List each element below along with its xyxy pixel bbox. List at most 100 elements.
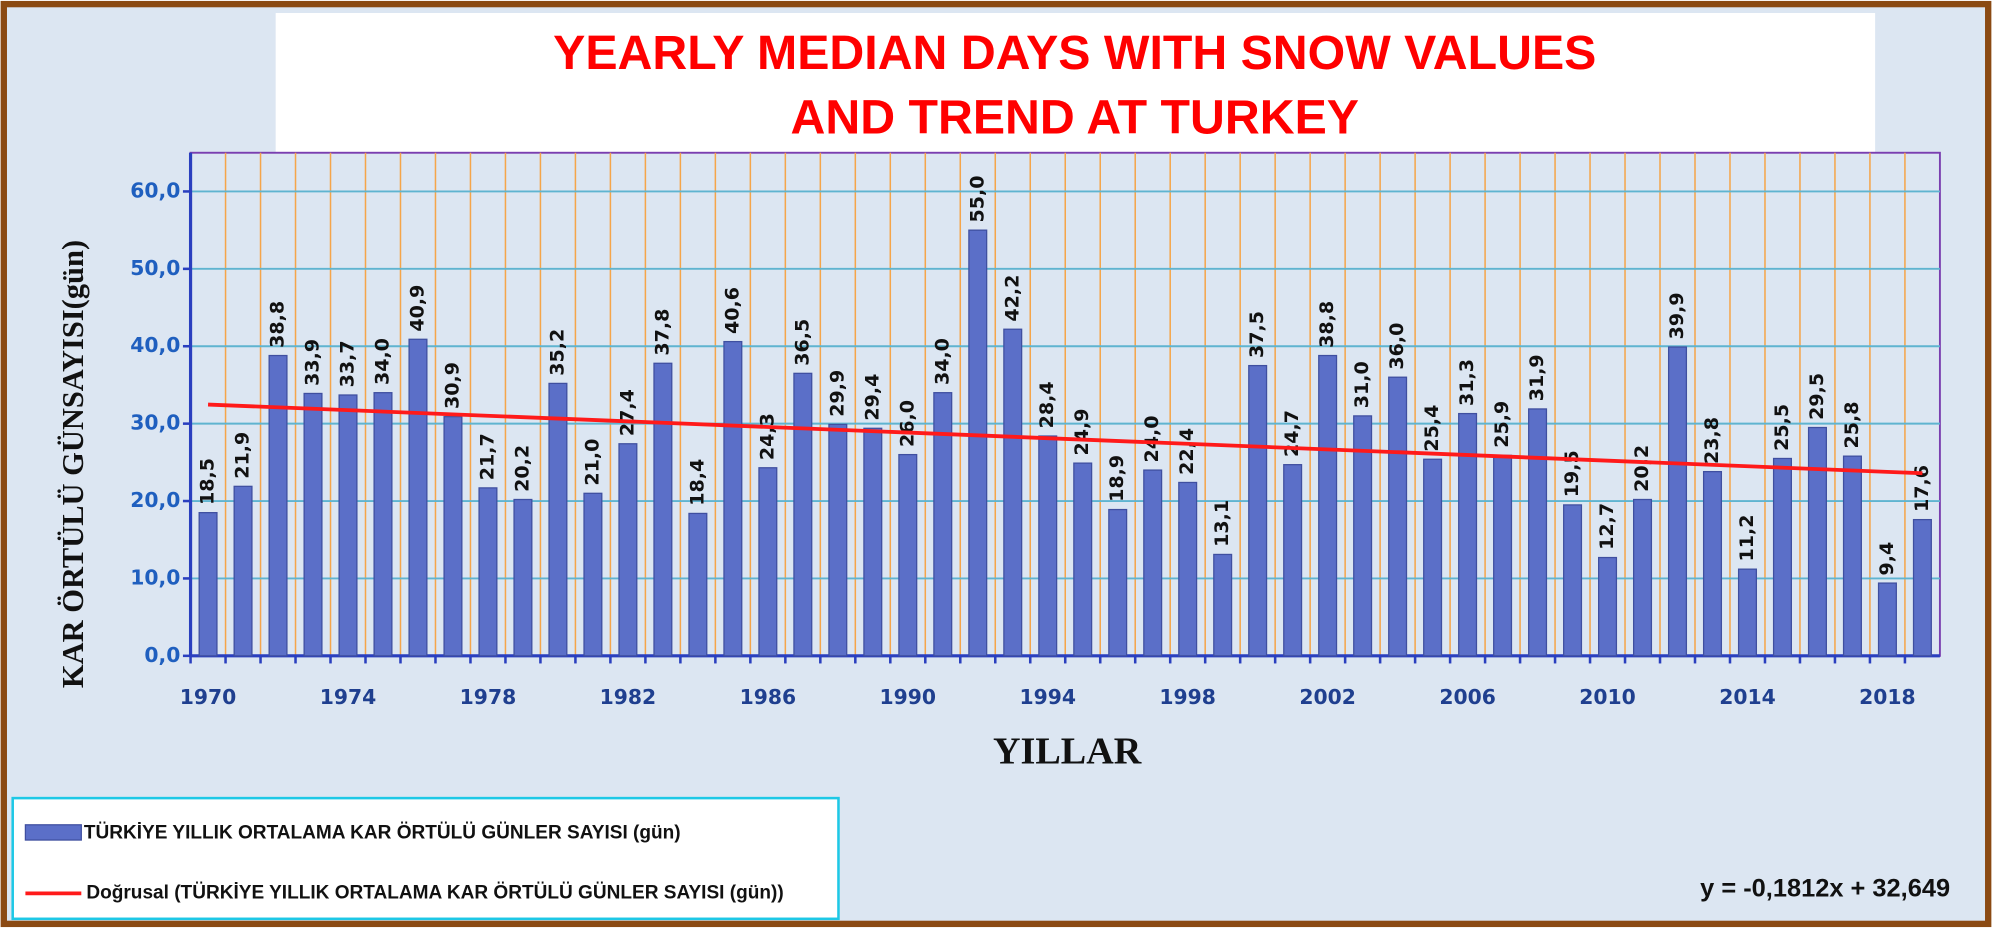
x-tick-label: 2002 xyxy=(1299,685,1356,709)
bar xyxy=(1528,408,1548,657)
x-tick-label: 1986 xyxy=(740,685,797,709)
value-label: 38,8 xyxy=(1316,301,1338,348)
x-tick-label: 2014 xyxy=(1719,685,1776,709)
value-label: 27,4 xyxy=(616,389,638,436)
bar xyxy=(198,512,218,657)
bar xyxy=(1318,354,1338,657)
bar xyxy=(478,487,498,657)
value-label: 21,9 xyxy=(232,432,254,479)
bar xyxy=(1563,504,1583,657)
value-label: 31,9 xyxy=(1526,354,1548,401)
value-label: 9,4 xyxy=(1876,542,1898,576)
bar xyxy=(1213,553,1233,657)
value-label: 29,5 xyxy=(1806,373,1828,420)
value-label: 12,7 xyxy=(1596,503,1618,550)
chart-title: AND TREND AT TURKEY xyxy=(791,91,1359,145)
bar xyxy=(268,354,288,657)
bar xyxy=(1632,498,1653,657)
bar xyxy=(1143,469,1163,657)
bar xyxy=(303,392,323,657)
bar xyxy=(233,485,253,657)
bar xyxy=(1807,426,1827,657)
value-label: 34,0 xyxy=(371,338,393,385)
bar xyxy=(1842,455,1862,657)
bar xyxy=(1353,415,1373,657)
value-label: 40,6 xyxy=(721,287,743,334)
x-axis-label: YILLAR xyxy=(993,731,1142,773)
y-tick-label: 40,0 xyxy=(130,333,180,357)
trend-equation: y = -0,1812x + 32,649 xyxy=(1700,874,1950,902)
bar xyxy=(793,372,813,657)
y-tick-label: 50,0 xyxy=(130,256,180,280)
value-label: 18,4 xyxy=(686,459,708,506)
trend-line xyxy=(207,402,1923,476)
legend-label: TÜRKİYE YILLIK ORTALAMA KAR ÖRTÜLÜ GÜNLE… xyxy=(84,823,681,844)
bar xyxy=(1702,470,1723,657)
x-tick-label: 1990 xyxy=(880,685,937,709)
value-label: 38,8 xyxy=(267,301,289,348)
value-label: 36,5 xyxy=(791,319,813,366)
bar xyxy=(653,362,673,657)
bar xyxy=(443,416,463,657)
x-tick-label: 1994 xyxy=(1019,685,1076,709)
x-tick-label: 2018 xyxy=(1859,685,1916,709)
bar xyxy=(1423,458,1443,657)
value-label: 23,8 xyxy=(1701,417,1723,464)
y-tick-label: 0,0 xyxy=(144,643,180,667)
value-label: 39,9 xyxy=(1666,292,1688,339)
bar xyxy=(688,512,708,657)
value-label: 25,4 xyxy=(1421,405,1443,452)
value-label: 28,4 xyxy=(1036,381,1058,428)
x-tick-label: 1974 xyxy=(320,685,377,709)
bar xyxy=(1388,376,1408,657)
value-label: 29,9 xyxy=(826,370,848,417)
bar xyxy=(968,229,988,657)
x-tick-label: 1970 xyxy=(180,685,237,709)
value-label: 25,9 xyxy=(1491,401,1513,448)
x-tick-label: 2010 xyxy=(1579,685,1636,709)
legend-label: Doğrusal (TÜRKİYE YILLIK ORTALAMA KAR ÖR… xyxy=(86,882,783,903)
value-label: 37,5 xyxy=(1246,311,1268,358)
bar xyxy=(513,498,533,657)
value-label: 34,0 xyxy=(931,338,953,385)
bar xyxy=(933,392,953,657)
value-label: 26,0 xyxy=(896,400,918,447)
value-label: 19,5 xyxy=(1561,450,1583,497)
bar xyxy=(1108,508,1128,657)
bar xyxy=(1493,454,1513,657)
y-tick-label: 10,0 xyxy=(130,565,180,589)
bar xyxy=(1772,457,1792,657)
bar xyxy=(1073,462,1093,657)
value-label: 33,7 xyxy=(337,340,359,387)
value-label: 40,9 xyxy=(406,285,428,332)
value-label: 36,0 xyxy=(1386,323,1408,370)
bar xyxy=(548,382,568,657)
value-label: 25,8 xyxy=(1841,402,1863,449)
bar xyxy=(618,443,638,657)
y-tick-label: 20,0 xyxy=(130,488,180,512)
value-label: 21,0 xyxy=(581,439,603,486)
bar xyxy=(1248,364,1268,657)
chart-title: YEARLY MEDIAN DAYS WITH SNOW VALUES xyxy=(553,26,1596,80)
bar xyxy=(408,338,428,657)
value-label: 24,0 xyxy=(1141,415,1163,462)
value-label: 42,2 xyxy=(1001,275,1023,322)
bar xyxy=(1877,582,1897,657)
value-label: 20,2 xyxy=(1631,445,1653,492)
bar xyxy=(898,453,918,657)
bar xyxy=(828,423,848,657)
bar xyxy=(373,392,393,657)
value-label: 20,2 xyxy=(511,445,533,492)
value-label: 22,4 xyxy=(1176,428,1198,475)
y-tick-label: 60,0 xyxy=(130,178,180,202)
x-tick-label: 1978 xyxy=(460,685,517,709)
value-label: 35,2 xyxy=(546,329,568,376)
bar xyxy=(1178,481,1198,657)
bar xyxy=(758,467,778,657)
value-label: 18,9 xyxy=(1106,455,1128,502)
value-label: 18,5 xyxy=(197,458,219,505)
value-label: 31,3 xyxy=(1456,359,1478,406)
bar xyxy=(723,340,743,657)
value-label: 33,9 xyxy=(302,339,324,386)
